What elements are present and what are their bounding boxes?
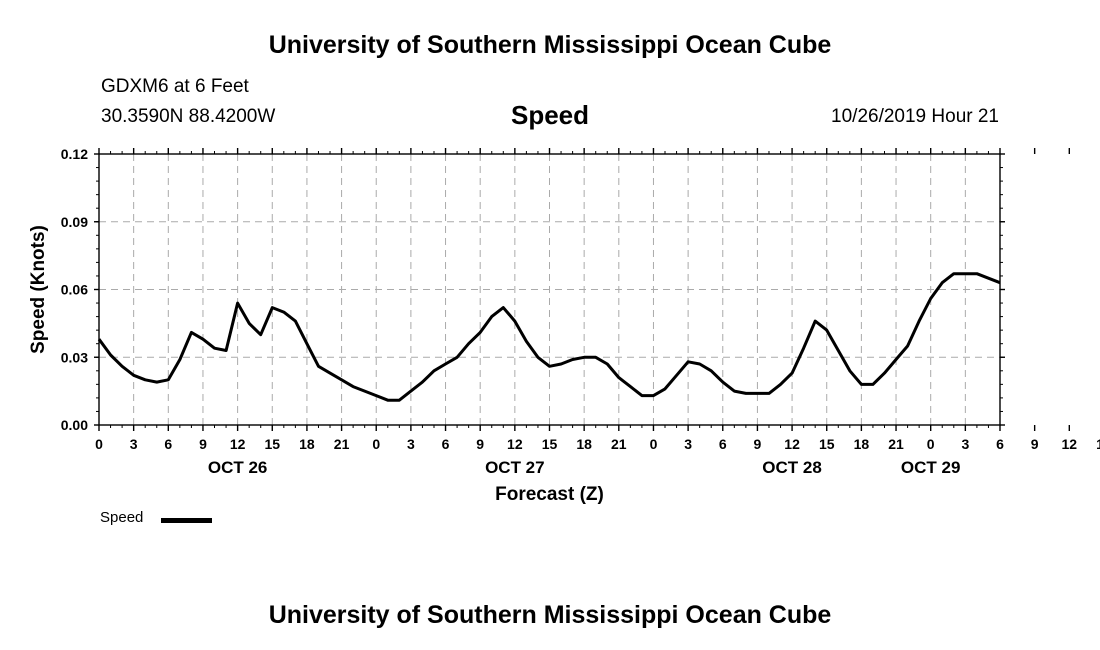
y-tick-label: 0.09: [61, 214, 88, 230]
x-tick-label: 15: [1096, 436, 1100, 452]
x-tick-label: 6: [996, 436, 1004, 452]
axis-labels: 0.00 0.03 0.06 0.09 0.12 0 3 6 9 12 15 18 21 0 3 6 9 12 15…: [61, 146, 1100, 477]
x-tick-label: 9: [754, 436, 762, 452]
x-tick-label: 12: [230, 436, 246, 452]
x-tick-label: 15: [542, 436, 558, 452]
y-tick-label: 0.03: [61, 349, 88, 365]
x-tick-label: 9: [199, 436, 207, 452]
date-label: OCT 26: [208, 458, 268, 477]
x-tick-label: 0: [95, 436, 103, 452]
page-title: University of Southern Mississippi Ocean…: [268, 31, 832, 59]
x-tick-label: 9: [1031, 436, 1039, 452]
plot-frame: [98, 153, 1001, 426]
x-tick-label: 15: [819, 436, 835, 452]
x-tick-label: 9: [476, 436, 484, 452]
y-tick-label: 0.00: [61, 417, 88, 433]
x-tick-label: 12: [507, 436, 523, 452]
x-tick-label: 21: [888, 436, 904, 452]
x-tick-label: 21: [334, 436, 350, 452]
legend-label: Speed: [100, 509, 144, 526]
chart-title: Speed: [510, 100, 590, 130]
x-tick-label: 3: [130, 436, 138, 452]
date-label: OCT 28: [762, 458, 822, 477]
x-tick-label: 15: [264, 436, 280, 452]
station-label: GDXM6 at 6 Feet: [101, 76, 249, 97]
station-coordinates: 30.3590N 88.4200W: [101, 106, 276, 127]
grid: [99, 154, 1000, 425]
y-tick-label: 0.12: [61, 146, 88, 162]
x-tick-label: 3: [961, 436, 969, 452]
x-tick-label: 12: [1062, 436, 1078, 452]
x-tick-label: 18: [299, 436, 315, 452]
x-tick-label: 21: [611, 436, 627, 452]
x-tick-label: 0: [372, 436, 380, 452]
y-tick-label: 0.06: [61, 282, 88, 298]
x-tick-label: 3: [407, 436, 415, 452]
x-tick-label: 18: [576, 436, 592, 452]
speed-series-line: [97, 272, 1001, 402]
legend-line-swatch: [161, 518, 212, 523]
y-axis-label: Speed (Knots): [28, 225, 49, 354]
x-tick-label: 6: [442, 436, 450, 452]
footer-title: University of Southern Mississippi Ocean…: [268, 601, 832, 629]
x-tick-label: 0: [650, 436, 658, 452]
x-axis-label: Forecast (Z): [495, 484, 604, 505]
x-tick-label: 6: [164, 436, 172, 452]
issued-time: 10/26/2019 Hour 21: [831, 106, 999, 127]
x-tick-label: 18: [854, 436, 870, 452]
date-label: OCT 27: [485, 458, 545, 477]
x-tick-label: 3: [684, 436, 692, 452]
date-label: OCT 29: [901, 458, 961, 477]
x-tick-label: 0: [927, 436, 935, 452]
x-tick-label: 12: [784, 436, 800, 452]
x-tick-label: 6: [719, 436, 727, 452]
